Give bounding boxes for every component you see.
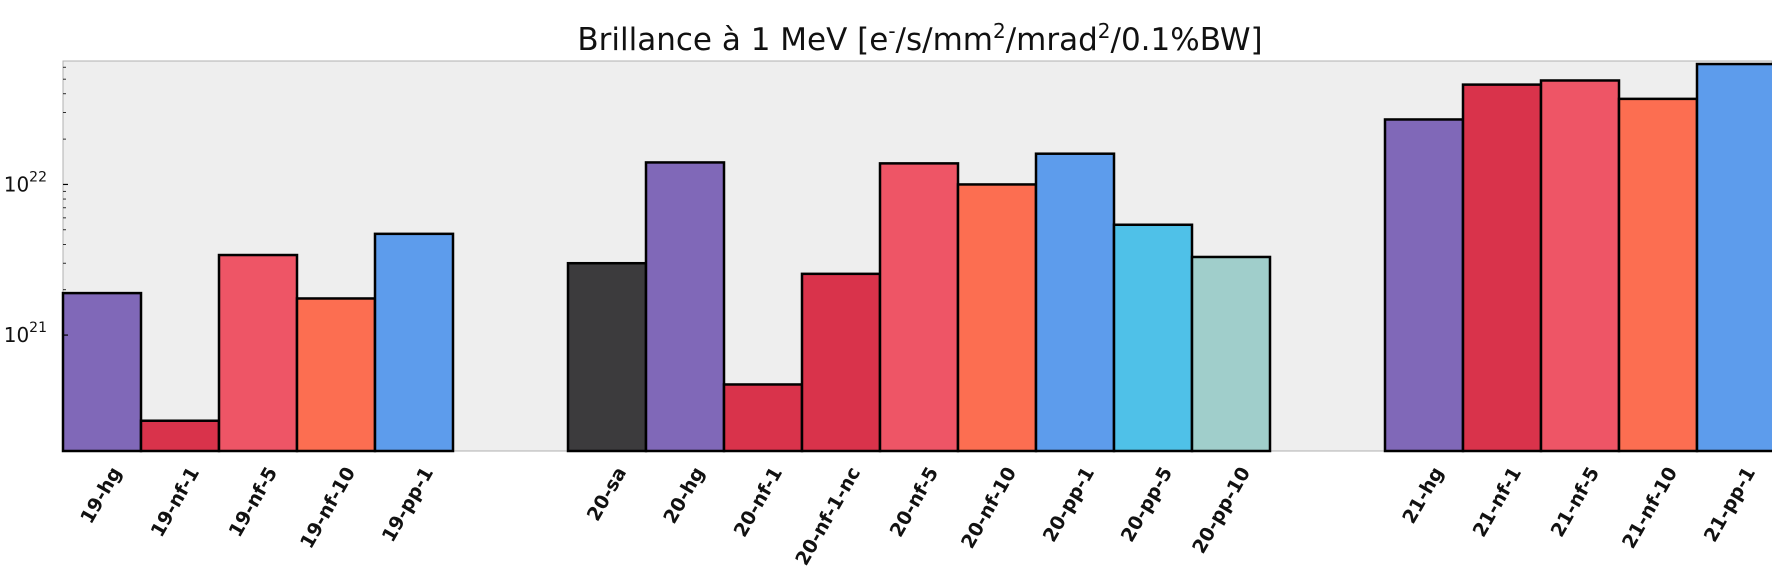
bars-layer bbox=[61, 62, 1772, 453]
y-tick-label: 1022 bbox=[4, 169, 47, 196]
x-tick-label-21-hg: 21-hg bbox=[1398, 463, 1448, 527]
x-tick-label-20-nf-10: 20-nf-10 bbox=[957, 463, 1021, 552]
x-tick-label-20-sa: 20-sa bbox=[583, 463, 631, 525]
x-tick-label-21-pp-1: 21-pp-1 bbox=[1700, 463, 1760, 546]
chart-title: Brillance à 1 MeV [e-​/s/mm2​/mrad2​/0.1… bbox=[577, 19, 1262, 58]
bar-20-nf-10 bbox=[956, 183, 1038, 453]
x-tick-label-20-nf-1-nc: 20-nf-1-nc bbox=[791, 463, 865, 566]
bar-19-nf-5 bbox=[217, 253, 299, 453]
bar-21-hg bbox=[1383, 118, 1465, 453]
bar-20-nf-1-nc bbox=[800, 272, 882, 453]
bar-20-sa bbox=[566, 261, 648, 453]
x-tick-label-19-nf-5: 19-nf-5 bbox=[225, 463, 282, 541]
bar-21-pp-1 bbox=[1695, 62, 1772, 453]
x-tick-label-20-hg: 20-hg bbox=[659, 463, 709, 527]
bar-20-nf-1 bbox=[722, 383, 804, 453]
x-tick-label-20-pp-5: 20-pp-5 bbox=[1117, 463, 1177, 546]
bar-21-nf-5 bbox=[1539, 79, 1621, 453]
x-tick-label-19-hg: 19-hg bbox=[76, 463, 126, 527]
bar-19-nf-1 bbox=[139, 419, 221, 453]
bar-19-hg bbox=[61, 291, 143, 453]
x-tick-label-21-nf-5: 21-nf-5 bbox=[1547, 463, 1604, 541]
x-tick-label-19-pp-1: 19-pp-1 bbox=[378, 463, 438, 546]
x-tick-label-19-nf-1: 19-nf-1 bbox=[147, 463, 204, 541]
bar-19-pp-1 bbox=[373, 232, 455, 453]
bar-20-pp-5 bbox=[1112, 223, 1194, 453]
y-tick-label: 1021 bbox=[4, 320, 47, 347]
bar-19-nf-10 bbox=[295, 297, 377, 453]
bar-20-nf-5 bbox=[878, 162, 960, 453]
x-tick-label-21-nf-10: 21-nf-10 bbox=[1618, 463, 1682, 552]
x-tick-label-19-nf-10: 19-nf-10 bbox=[296, 463, 360, 552]
x-axis-labels: 19-hg 19-nf-1 19-nf-5 19-nf-10 19-pp-1 20-sa 2… bbox=[76, 463, 1760, 566]
x-tick-label-20-pp-1: 20-pp-1 bbox=[1039, 463, 1099, 546]
bar-20-pp-10 bbox=[1190, 255, 1272, 453]
bar-21-nf-10 bbox=[1617, 97, 1699, 453]
y-axis-ticks: 1021 1022 bbox=[4, 169, 68, 347]
bar-20-pp-1 bbox=[1034, 152, 1116, 453]
x-tick-label-21-nf-1: 21-nf-1 bbox=[1469, 463, 1526, 541]
x-tick-label-20-nf-5: 20-nf-5 bbox=[886, 463, 943, 541]
bar-20-hg bbox=[644, 161, 726, 453]
bar-21-nf-1 bbox=[1461, 83, 1543, 453]
x-tick-label-20-nf-1: 20-nf-1 bbox=[730, 463, 787, 541]
x-tick-label-20-pp-10: 20-pp-10 bbox=[1188, 463, 1255, 557]
